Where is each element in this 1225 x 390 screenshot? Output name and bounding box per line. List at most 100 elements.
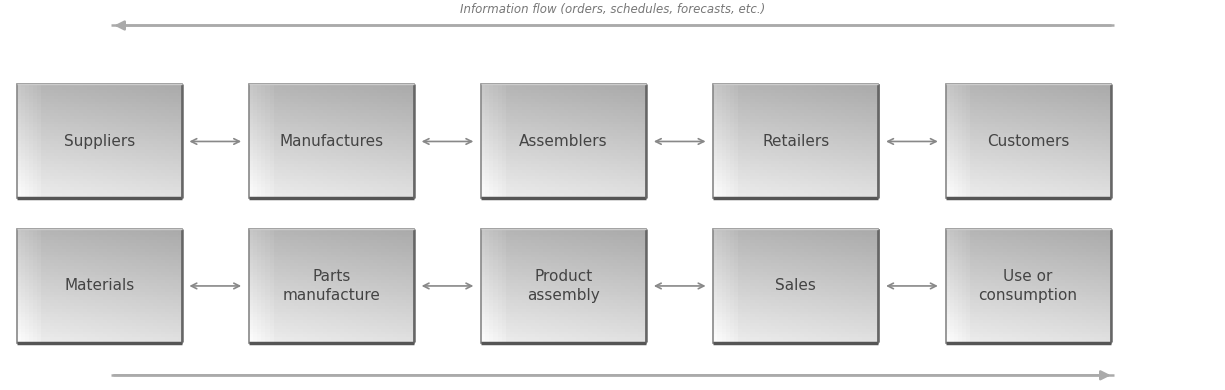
Bar: [775, 260, 780, 263]
Bar: [725, 234, 731, 238]
Bar: [979, 274, 984, 277]
Bar: [788, 130, 793, 133]
Bar: [543, 135, 549, 138]
Bar: [306, 289, 312, 292]
Bar: [494, 127, 499, 130]
Bar: [29, 150, 34, 153]
Bar: [111, 240, 116, 243]
Bar: [58, 178, 64, 181]
Bar: [306, 323, 312, 326]
Bar: [725, 124, 731, 127]
Bar: [543, 311, 549, 314]
Bar: [1090, 110, 1095, 113]
Bar: [344, 305, 349, 309]
Bar: [405, 294, 410, 297]
Bar: [870, 152, 876, 156]
Bar: [66, 328, 71, 332]
Bar: [739, 147, 744, 150]
Bar: [775, 121, 780, 124]
Bar: [311, 158, 316, 161]
Bar: [979, 121, 984, 124]
Bar: [588, 152, 594, 156]
Bar: [633, 234, 639, 238]
Bar: [306, 190, 312, 193]
Bar: [722, 254, 726, 257]
Bar: [539, 237, 544, 240]
Bar: [1024, 144, 1029, 147]
Bar: [833, 328, 838, 332]
Bar: [970, 170, 975, 173]
Bar: [725, 260, 731, 263]
Bar: [576, 229, 582, 232]
Bar: [995, 251, 1001, 255]
Bar: [254, 178, 258, 181]
Bar: [1082, 150, 1087, 153]
Bar: [348, 107, 353, 110]
Bar: [584, 229, 589, 232]
Bar: [103, 175, 109, 179]
Bar: [597, 289, 601, 292]
Bar: [1094, 90, 1099, 93]
Bar: [862, 266, 867, 269]
Bar: [91, 320, 97, 323]
Bar: [1090, 187, 1095, 190]
Bar: [755, 152, 760, 156]
Bar: [746, 190, 752, 193]
Bar: [949, 138, 956, 142]
Bar: [588, 340, 594, 343]
Bar: [1052, 118, 1058, 122]
Bar: [518, 138, 523, 142]
Bar: [165, 110, 170, 113]
Bar: [273, 266, 279, 269]
Bar: [29, 274, 34, 277]
Bar: [285, 246, 292, 249]
Bar: [605, 266, 610, 269]
Bar: [393, 190, 398, 193]
Bar: [1057, 303, 1062, 306]
Bar: [257, 268, 262, 272]
Bar: [522, 305, 528, 309]
Bar: [290, 246, 295, 249]
Bar: [153, 144, 158, 147]
Bar: [360, 92, 365, 96]
Bar: [1090, 283, 1095, 286]
Bar: [1061, 285, 1067, 289]
Bar: [833, 340, 838, 343]
Bar: [845, 118, 850, 122]
Bar: [145, 254, 149, 257]
Bar: [1024, 118, 1029, 122]
Bar: [1012, 138, 1017, 142]
Bar: [779, 317, 785, 320]
Bar: [527, 141, 532, 144]
Bar: [410, 229, 415, 232]
Bar: [991, 133, 996, 136]
Bar: [845, 268, 850, 272]
Bar: [626, 195, 631, 199]
Bar: [829, 311, 834, 314]
Bar: [489, 303, 495, 306]
Bar: [621, 147, 627, 150]
Bar: [390, 308, 394, 312]
Bar: [148, 323, 154, 326]
Bar: [1028, 251, 1034, 255]
Bar: [1094, 141, 1099, 144]
Bar: [970, 243, 975, 246]
Bar: [17, 300, 22, 303]
Bar: [1007, 257, 1013, 260]
Bar: [535, 297, 540, 300]
Bar: [99, 135, 104, 138]
Bar: [103, 98, 109, 101]
Bar: [62, 231, 67, 235]
Bar: [332, 326, 337, 329]
Bar: [352, 234, 358, 238]
Bar: [829, 133, 834, 136]
Bar: [954, 110, 959, 113]
Bar: [111, 337, 116, 340]
Bar: [510, 167, 516, 170]
Bar: [502, 254, 507, 257]
Bar: [621, 271, 627, 275]
Bar: [626, 260, 631, 263]
Bar: [502, 294, 507, 297]
Bar: [581, 271, 586, 275]
Bar: [385, 331, 391, 335]
